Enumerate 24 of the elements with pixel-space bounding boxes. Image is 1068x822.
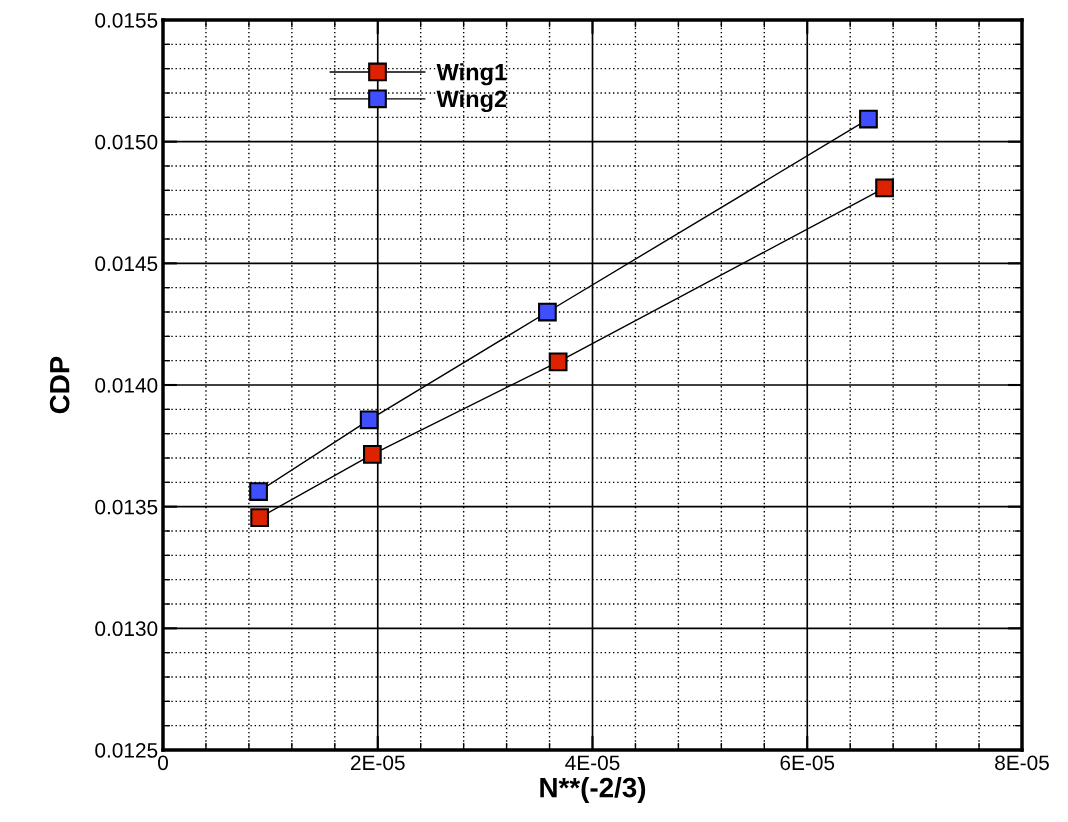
point — [548, 352, 568, 372]
point — [359, 410, 379, 430]
point — [249, 482, 268, 501]
point — [250, 508, 270, 527]
x-axis-title: N**(-2/3) — [540, 777, 646, 803]
x-tick-label: 8E-05 — [995, 755, 1049, 771]
point — [875, 178, 894, 198]
y-tick-label: 0.0125 — [95, 743, 158, 758]
point — [859, 109, 878, 129]
y-tick-label: 0.0150 — [95, 134, 158, 150]
y-tick-label: 0.0135 — [95, 499, 158, 515]
y-tick-label: 0.0145 — [95, 256, 158, 272]
x-tick-label: 4E-05 — [565, 755, 620, 771]
x-tick-label: 6E-05 — [780, 755, 835, 771]
y-axis-title: CDP — [49, 356, 70, 414]
x-tick-label: 2E-05 — [351, 755, 405, 771]
y-tick-label: 0.0130 — [95, 621, 158, 637]
point — [538, 302, 557, 322]
y-tick-label: 0.0155 — [95, 13, 158, 28]
legend-label: Wing1 — [436, 63, 507, 86]
x-tick-label: 0 — [158, 755, 168, 771]
point — [363, 444, 382, 464]
legend-label: Wing2 — [436, 89, 507, 113]
y-tick-label: 0.0140 — [95, 378, 158, 393]
